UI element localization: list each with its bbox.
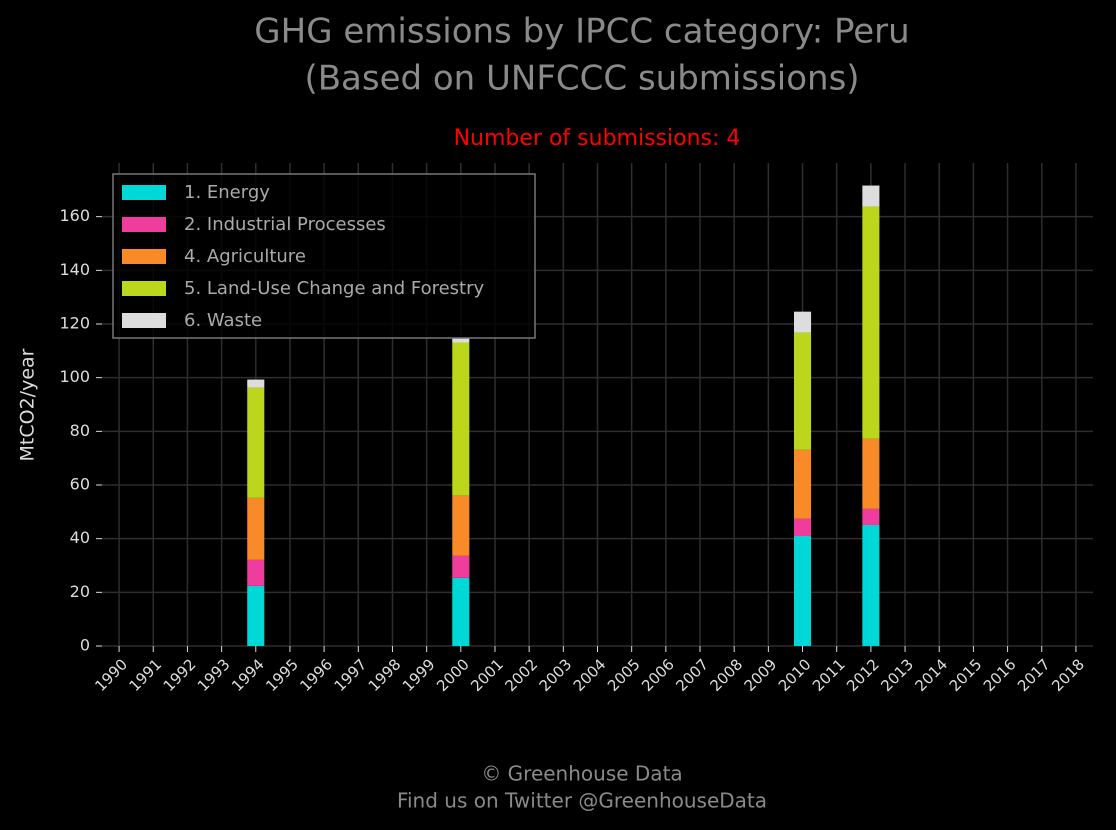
chart-title: (Based on UNFCCC submissions) <box>304 59 859 99</box>
bar-segment <box>862 206 880 439</box>
y-tick-label: 0 <box>80 636 90 655</box>
y-tick-label: 20 <box>70 582 90 601</box>
legend-label: 5. Land-Use Change and Forestry <box>184 278 484 299</box>
bar-segment <box>247 387 265 498</box>
y-tick-label: 100 <box>59 367 90 386</box>
chart-title: GHG emissions by IPCC category: Peru <box>254 12 909 52</box>
bar-segment <box>452 555 470 578</box>
legend-label: 4. Agriculture <box>184 246 306 267</box>
bar-segment <box>862 438 880 509</box>
footer: © Greenhouse Data <box>481 762 682 786</box>
bar-segment <box>247 585 265 646</box>
legend-swatch <box>122 185 166 200</box>
legend-label: 2. Industrial Processes <box>184 214 386 235</box>
y-tick-label: 80 <box>70 421 90 440</box>
bar-segment <box>862 508 880 525</box>
y-tick-label: 140 <box>59 260 90 279</box>
y-tick-label: 40 <box>70 528 90 547</box>
bar-segment <box>452 495 470 556</box>
bar-segment <box>793 311 812 333</box>
bar-segment <box>247 497 265 560</box>
bar-segment <box>247 379 265 388</box>
legend-swatch <box>122 217 166 232</box>
bar-segment <box>247 559 265 586</box>
bar-segment <box>862 524 880 646</box>
y-tick-label: 60 <box>70 475 90 494</box>
bar-segment <box>452 577 470 646</box>
bar-segment <box>793 535 812 646</box>
legend-label: 6. Waste <box>184 310 262 331</box>
legend-box <box>112 173 536 339</box>
bar-segment <box>793 518 812 536</box>
bar-segment <box>862 185 880 207</box>
legend-swatch <box>122 249 166 264</box>
legend-swatch <box>122 313 166 328</box>
bar-segment <box>793 332 812 450</box>
bar-segment <box>793 449 812 519</box>
legend-label: 1. Energy <box>184 182 270 203</box>
legend-swatch <box>122 281 166 296</box>
y-tick-label: 160 <box>59 206 90 225</box>
footer: Find us on Twitter @GreenhouseData <box>397 789 767 813</box>
y-axis-label: MtCO2/year <box>17 348 39 461</box>
bar-segment <box>452 338 470 343</box>
bar-segment <box>452 342 470 496</box>
y-tick-label: 120 <box>59 314 90 333</box>
annotation: Number of submissions: 4 <box>454 126 741 151</box>
